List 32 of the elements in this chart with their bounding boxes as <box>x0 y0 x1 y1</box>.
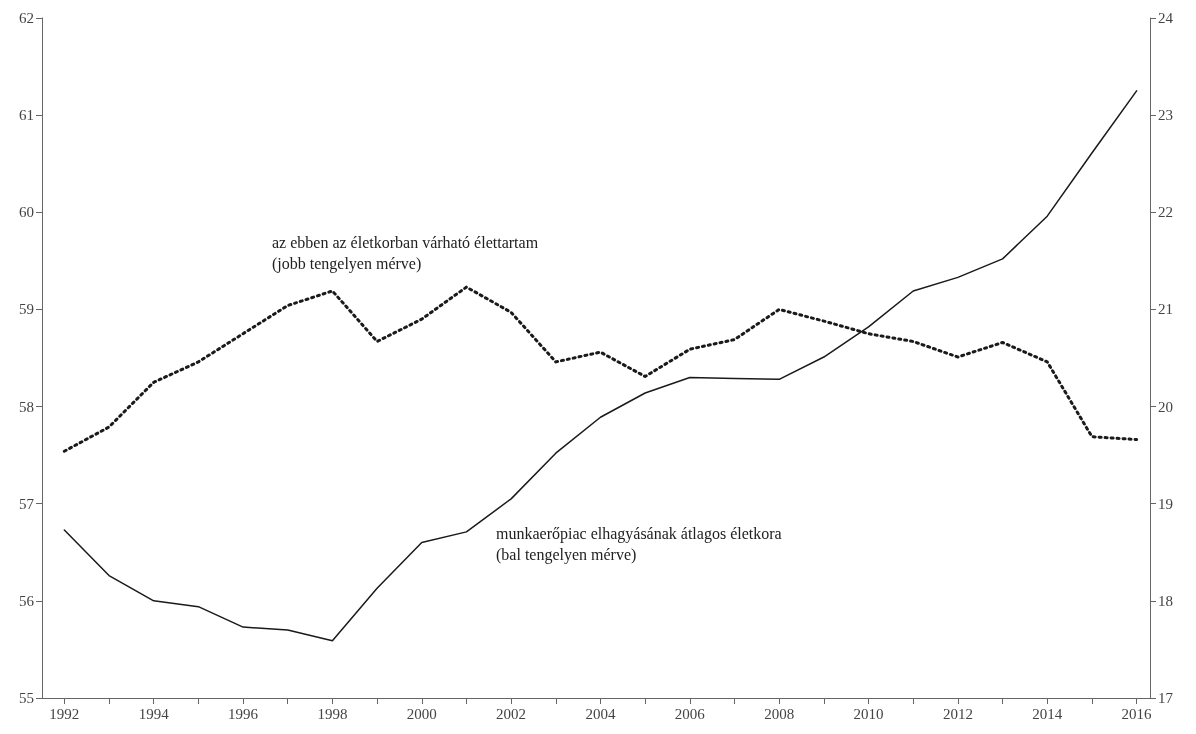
y2-tick-label: 17 <box>1158 690 1174 706</box>
y2-tick-label: 20 <box>1158 398 1173 415</box>
x-tick-label: 2000 <box>406 705 437 722</box>
x-tick-label: 2006 <box>674 705 706 722</box>
y-tick-label: 59 <box>19 301 34 318</box>
x-tick-label: 1998 <box>317 705 348 722</box>
line-series <box>63 90 1138 642</box>
x-tick-label: 2004 <box>585 705 616 722</box>
annotation: az ebben az életkorban várható élettartam (jobb tengelyen mérve) <box>272 234 539 273</box>
x-tick-label: 2012 <box>942 705 973 722</box>
y-tick-label: 61 <box>19 107 34 124</box>
x-tick-label: 1996 <box>228 705 259 722</box>
x-tick-label: 2016 <box>1121 705 1153 722</box>
x-tick-label: 2014 <box>1032 705 1063 722</box>
y2-tick-label: 24 <box>1158 10 1174 26</box>
annotation: munkaerőpiac elhagyásának átlagos életkora (bal tengelyen mérve) <box>496 525 782 564</box>
y2-tick-label: 22 <box>1158 204 1173 221</box>
y-tick-label: 60 <box>19 204 34 221</box>
x-tick-label: 2008 <box>764 705 795 722</box>
y2-tick-label: 23 <box>1158 107 1173 124</box>
y-tick-label: 56 <box>19 592 35 609</box>
x-tick-label: 2010 <box>853 705 884 722</box>
x-tick-label: 1994 <box>138 705 170 722</box>
y-tick-label: 58 <box>19 398 34 415</box>
x-tick-label: 2002 <box>496 705 527 722</box>
y-tick-label: 55 <box>19 690 34 706</box>
y-tick-label: 62 <box>19 10 34 26</box>
y-tick-label: 57 <box>19 495 35 512</box>
y2-tick-label: 18 <box>1158 592 1173 609</box>
y2-tick-label: 19 <box>1158 495 1173 512</box>
y2-tick-label: 21 <box>1158 301 1173 318</box>
x-tick-label: 1992 <box>49 705 80 722</box>
